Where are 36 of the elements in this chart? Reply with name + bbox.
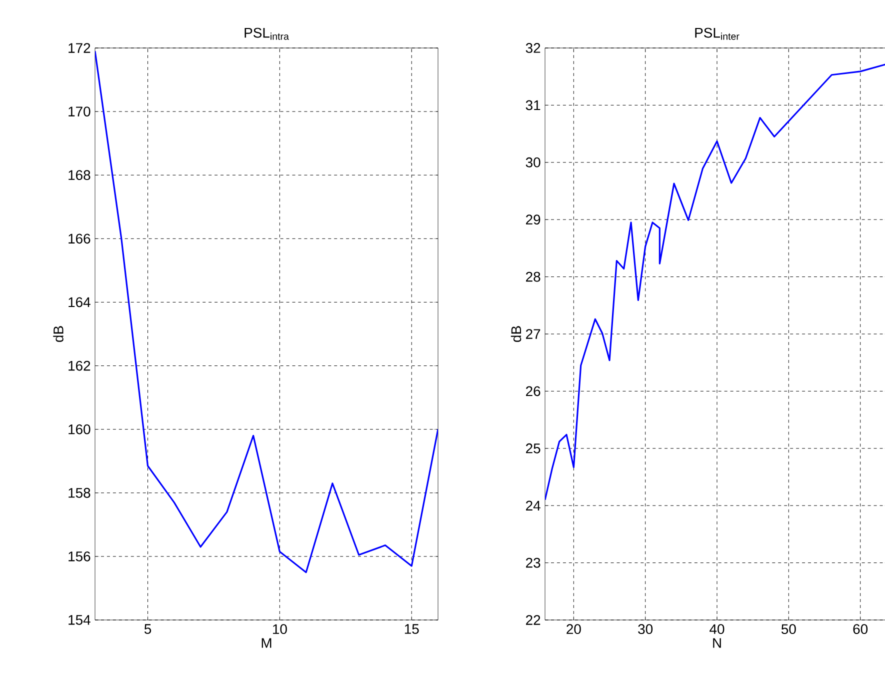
y-tick-label: 172 <box>68 43 90 53</box>
y-tick-label: 29 <box>526 214 540 225</box>
y-tick-label: 156 <box>68 551 90 562</box>
x-tick-label: 30 <box>638 624 653 634</box>
y-tick-label: 24 <box>526 500 540 510</box>
y-tick-label: 25 <box>526 443 540 454</box>
x-tick-label: 20 <box>566 624 581 634</box>
chart-title: PSL$_{intra}$ <box>244 28 289 40</box>
y-tick-label: 170 <box>68 106 90 116</box>
y-tick-label: 160 <box>68 424 90 434</box>
y-tick-label: 154 <box>68 615 90 625</box>
x-tick-label: 10 <box>273 624 287 634</box>
x-tick-label: 5 <box>144 624 152 634</box>
y-axis-title: dB <box>53 326 64 342</box>
y-axis-title: dB <box>510 326 522 342</box>
y-tick-label: 23 <box>526 558 540 568</box>
y-tick-label: 26 <box>526 386 540 396</box>
y-tick-label: 27 <box>526 329 540 339</box>
y-tick-label: 162 <box>68 360 90 371</box>
x-tick-label: 15 <box>404 624 419 634</box>
y-tick-label: 28 <box>526 272 540 282</box>
line-series <box>95 50 438 574</box>
x-tick-label: 50 <box>781 624 796 634</box>
y-tick-label: 168 <box>68 170 90 180</box>
x-tick-label: 60 <box>853 624 868 634</box>
x-axis-title: M <box>262 638 272 648</box>
x-tick-label: 40 <box>710 624 724 634</box>
y-tick-label: 158 <box>68 488 90 498</box>
x-axis-title: N <box>713 638 721 648</box>
y-tick-label: 32 <box>526 43 540 53</box>
y-tick-label: 166 <box>68 234 90 244</box>
y-tick-label: 22 <box>526 615 540 625</box>
y-tick-label: 31 <box>526 100 540 110</box>
y-tick-label: 30 <box>526 157 540 168</box>
chart-title: PSL$_{inter}$ <box>695 28 740 40</box>
y-tick-label: 164 <box>68 297 90 308</box>
